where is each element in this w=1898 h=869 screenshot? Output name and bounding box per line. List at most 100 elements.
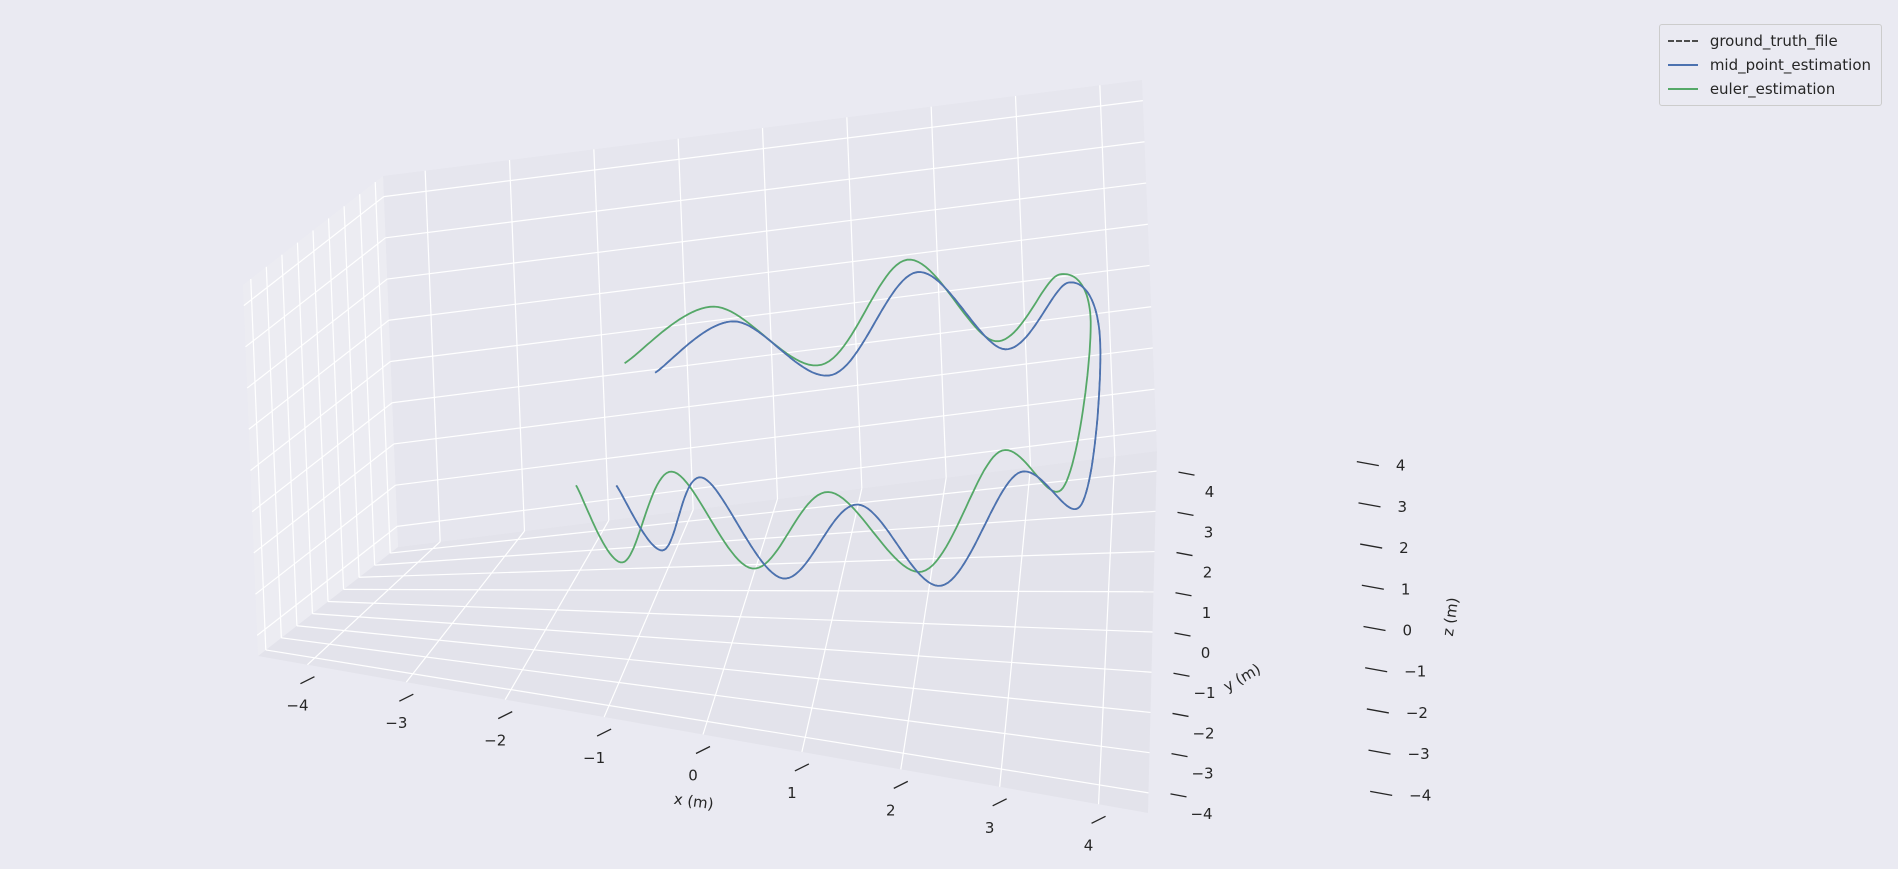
legend-item-ground-truth: ground_truth_file (1667, 29, 1871, 53)
grid-line (390, 470, 1157, 554)
y-tick-label: 4 (1205, 483, 1215, 501)
y-tick-mark (1178, 471, 1195, 476)
x-tick-label: −3 (385, 714, 407, 732)
z-tick-mark (1368, 749, 1391, 755)
grid-line (327, 600, 1153, 633)
y-tick-label: −4 (1190, 805, 1212, 823)
z-axis-label: z (m) (1439, 596, 1462, 637)
y-tick-label: −1 (1193, 684, 1215, 702)
legend-item-euler: euler_estimation (1667, 77, 1871, 101)
grid-line (385, 141, 1145, 239)
grid-line (250, 361, 391, 471)
grid-line (359, 550, 1155, 578)
x-tick-mark (1091, 815, 1106, 824)
grid-line (312, 613, 1152, 673)
x-axis-label: x (m) (673, 790, 715, 813)
x-tick-mark (695, 745, 711, 755)
grid-line (390, 264, 1150, 363)
z-tick-label: 4 (1396, 457, 1406, 475)
y-tick-label: 1 (1202, 604, 1212, 622)
z-tick-mark (1356, 460, 1379, 467)
x-tick-label: 3 (985, 819, 995, 837)
tick-labels: −4 −3 −2 −1 0 1 2 3 4 −4 −3 −2 −1 0 1 2 3 4 −4 −3 −2 −1 0 1 2 3 4 (286, 457, 1431, 855)
grid-line (255, 484, 396, 595)
legend-label: ground_truth_file (1709, 32, 1838, 50)
y-tick-mark (1174, 632, 1191, 637)
grid-line (387, 182, 1147, 280)
y-tick-mark (1175, 592, 1192, 597)
legend-label: euler_estimation (1709, 80, 1836, 98)
z-tick-label: −1 (1404, 663, 1426, 681)
y-tick-label: −3 (1191, 765, 1213, 783)
y-tick-mark (1176, 551, 1193, 557)
grid-line (393, 347, 1153, 445)
x-tick-label: 0 (688, 767, 698, 785)
grid-line (374, 510, 1156, 566)
grid-line (248, 319, 390, 430)
legend: ground_truth_file mid_point_estimation e… (1658, 24, 1882, 106)
z-tick-label: 3 (1398, 498, 1408, 516)
x-tick-mark (399, 693, 414, 702)
z-tick-mark (1363, 625, 1386, 632)
x-tick-mark (596, 728, 612, 737)
grid-line (296, 625, 1151, 714)
x-tick-label: 2 (886, 801, 896, 819)
z-tick-label: 0 (1403, 622, 1413, 640)
z-tick-label: −3 (1408, 745, 1430, 763)
x-tick-label: −1 (583, 749, 605, 767)
legend-swatch-mid-point (1667, 64, 1698, 66)
y-tick-label: 0 (1201, 644, 1211, 662)
z-tick-mark (1365, 667, 1388, 673)
z-tick-label: −2 (1406, 704, 1428, 722)
y-tick-label: −2 (1192, 724, 1214, 742)
grid-line (395, 388, 1155, 486)
legend-swatch-euler (1667, 88, 1698, 90)
grid-line (253, 443, 395, 554)
data-series (575, 258, 1102, 587)
y-tick-mark (1177, 511, 1194, 516)
z-tick-mark (1358, 502, 1381, 508)
x-tick-label: 1 (787, 784, 797, 802)
y-tick-mark (1172, 712, 1189, 718)
grid-line (383, 100, 1143, 198)
series-line-euler-estimation (575, 258, 1092, 573)
legend-swatch-ground-truth (1667, 40, 1698, 42)
z-tick-mark (1370, 790, 1393, 797)
floor-pane (258, 451, 1157, 813)
z-tick-mark (1361, 584, 1384, 590)
grid-lines (243, 85, 1157, 805)
x-tick-mark (893, 780, 909, 789)
x-tick-mark (300, 676, 315, 685)
grid-line (256, 525, 398, 636)
tick-marks (300, 460, 1393, 824)
z-tick-label: 2 (1399, 539, 1409, 557)
y-tick-mark (1173, 672, 1190, 677)
grid-line (343, 588, 1154, 593)
x-tick-mark (992, 798, 1007, 807)
y-tick-mark (1171, 753, 1188, 758)
series-line-mid-point-estimation (615, 271, 1102, 587)
z-tick-mark (1366, 708, 1389, 714)
x-tick-label: −2 (484, 732, 506, 750)
y-tick-mark (1170, 793, 1187, 798)
x-tick-label: −4 (286, 697, 308, 715)
grid-line (265, 649, 1149, 794)
y-tick-label: 3 (1204, 523, 1214, 541)
y-tick-label: 2 (1203, 564, 1213, 582)
grid-line (281, 637, 1150, 754)
grid-line (388, 223, 1148, 321)
legend-item-mid-point: mid_point_estimation (1667, 53, 1871, 77)
z-tick-label: 1 (1401, 580, 1411, 598)
x-tick-mark (794, 763, 810, 772)
x-tick-label: 4 (1084, 836, 1094, 854)
grid-line (397, 429, 1157, 527)
grid-line (246, 278, 388, 389)
grid-line (243, 196, 385, 307)
legend-label: mid_point_estimation (1709, 56, 1871, 74)
x-tick-mark (497, 711, 513, 720)
z-tick-label: −4 (1409, 786, 1431, 804)
grid-line (245, 237, 386, 348)
grid-line (392, 306, 1152, 404)
